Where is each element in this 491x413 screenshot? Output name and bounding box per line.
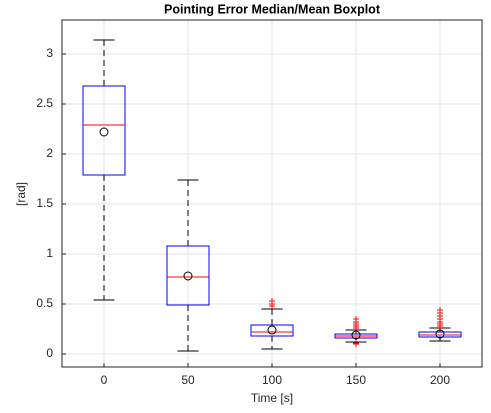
- x-tick-label: 200: [430, 373, 450, 387]
- y-tick-label: 0: [46, 346, 53, 360]
- outlier: [437, 307, 443, 313]
- x-tick-label: 150: [346, 373, 366, 387]
- y-tick-label: 1.5: [36, 196, 53, 210]
- outlier: [269, 298, 275, 304]
- y-axis-label: [rad]: [14, 182, 28, 206]
- y-tick-label: 2: [46, 146, 53, 160]
- mean-marker: [267, 325, 277, 335]
- x-tick-label: 50: [181, 373, 195, 387]
- x-tick-label: 100: [262, 373, 282, 387]
- chart-title: Pointing Error Median/Mean Boxplot: [164, 2, 381, 16]
- box: [82, 85, 126, 176]
- mean-marker: [99, 127, 109, 137]
- mean-marker: [183, 271, 193, 281]
- outlier: [353, 316, 359, 322]
- x-axis-label: Time [s]: [251, 391, 293, 405]
- box: [166, 245, 210, 306]
- box: [250, 324, 294, 337]
- plot-frame: [61, 19, 483, 368]
- y-tick-label: 3: [46, 46, 53, 60]
- outlier: [353, 340, 359, 346]
- y-tick-label: 1: [46, 246, 53, 260]
- x-tick-label: 0: [101, 373, 108, 387]
- y-tick-label: 0.5: [36, 296, 53, 310]
- mean-marker: [435, 329, 445, 339]
- y-tick-label: 2.5: [36, 96, 53, 110]
